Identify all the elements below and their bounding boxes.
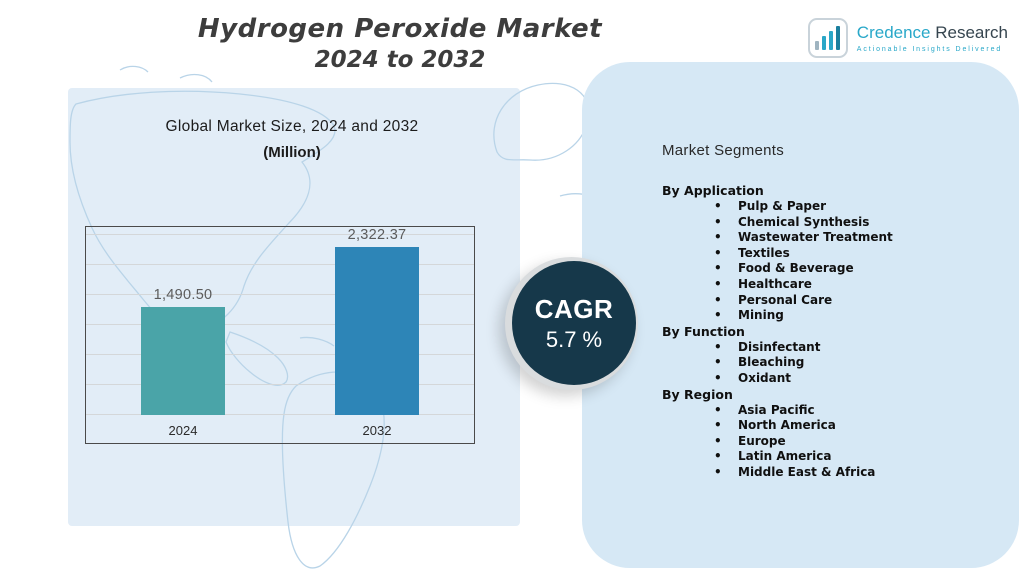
segment-item: Europe — [662, 434, 995, 450]
x-axis-label-2024: 2024 — [168, 423, 198, 438]
brand-text-block: Credence Research Actionable Insights De… — [857, 23, 1008, 53]
segment-item: Textiles — [662, 246, 995, 262]
bar-column-2024: 1,490.50 — [86, 287, 280, 415]
segment-item: Wastewater Treatment — [662, 230, 995, 246]
brand-tagline: Actionable Insights Delivered — [856, 46, 1003, 53]
segment-list-function: Disinfectant Bleaching Oxidant — [662, 340, 995, 387]
bar-column-2032: 2,322.37 — [280, 227, 474, 415]
chart-subtitle-text: Global Market Size, 2024 and 2032 — [165, 118, 419, 135]
bar-2032 — [335, 247, 419, 415]
segment-item: Food & Beverage — [662, 261, 995, 277]
bar-chart: 1,490.50 2,322.37 2024 2032 — [85, 226, 475, 444]
page-title: Hydrogen Peroxide Market 2024 to 2032 — [180, 14, 620, 73]
cagr-badge: CAGR 5.7 % — [512, 261, 636, 385]
segment-item: Disinfectant — [662, 340, 995, 356]
segment-item: Latin America — [662, 449, 995, 465]
segment-item: North America — [662, 418, 995, 434]
segment-group-by-application: By Application — [662, 183, 764, 198]
chart-subtitle: Global Market Size, 2024 and 2032 (Milli… — [85, 118, 499, 161]
segment-list-application: Pulp & Paper Chemical Synthesis Wastewat… — [662, 199, 995, 324]
segment-item: Middle East & Africa — [662, 465, 995, 481]
brand-name-primary: Credence — [856, 23, 931, 42]
segment-item: Chemical Synthesis — [662, 215, 995, 231]
segment-item: Mining — [662, 308, 995, 324]
segment-item: Oxidant — [662, 371, 995, 387]
market-segments-panel: Market Segments By Application Pulp & Pa… — [582, 62, 1019, 568]
segment-item: Bleaching — [662, 355, 995, 371]
brand-name-secondary: Research — [930, 23, 1008, 42]
segments-title: Market Segments — [662, 142, 785, 159]
cagr-value: 5.7 % — [545, 326, 603, 352]
segment-item: Asia Pacific — [662, 403, 995, 419]
segment-group-by-region: By Region — [662, 386, 733, 402]
bar-2024 — [141, 307, 225, 415]
x-axis-label-2032: 2032 — [362, 423, 392, 438]
bar-value-label-2032: 2,322.37 — [347, 227, 407, 243]
chart-unit-label: (Million) — [263, 144, 321, 161]
brand-name: Credence Research — [857, 23, 1008, 43]
segment-list-region: Asia Pacific North America Europe Latin … — [662, 403, 995, 481]
segment-group-by-function: By Function — [662, 323, 745, 339]
bar-chart-logo-icon — [807, 18, 848, 58]
page-title-line2: 2024 to 2032 — [314, 47, 486, 73]
bar-value-label-2024: 1,490.50 — [153, 287, 213, 303]
brand-logo: Credence Research Actionable Insights De… — [807, 18, 1008, 58]
segment-item: Healthcare — [662, 277, 995, 293]
page-title-line1: Hydrogen Peroxide Market — [197, 14, 603, 44]
segment-item: Personal Care — [662, 293, 995, 309]
segment-item: Pulp & Paper — [662, 199, 995, 215]
x-axis-labels: 2024 2032 — [86, 423, 474, 438]
cagr-label: CAGR — [534, 293, 614, 324]
bar-chart-plot-area: 1,490.50 2,322.37 — [86, 227, 474, 415]
